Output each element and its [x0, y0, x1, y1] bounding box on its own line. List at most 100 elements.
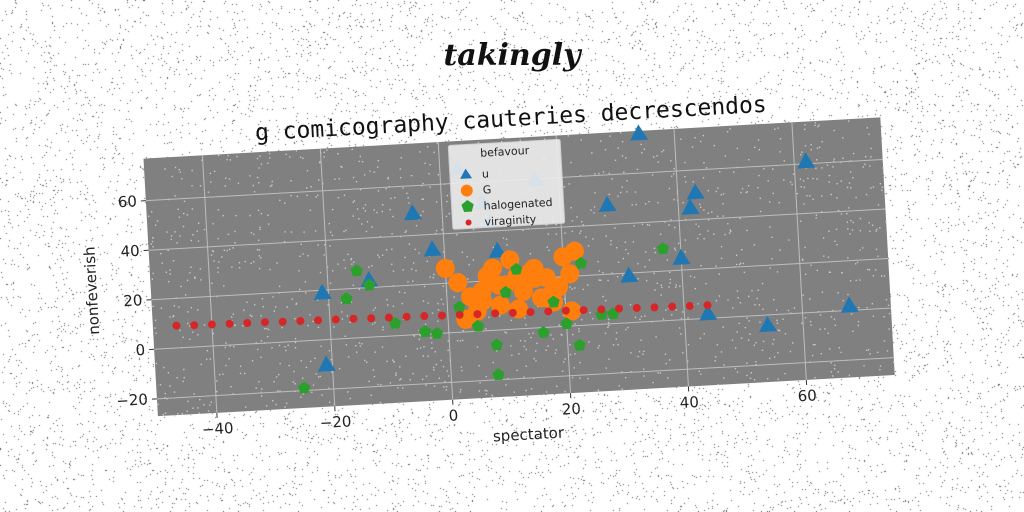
- point-circle: [543, 282, 563, 302]
- point-circle-small: [438, 311, 447, 320]
- point-triangle: [598, 195, 617, 212]
- point-triangle: [423, 240, 442, 257]
- point-circle: [483, 258, 503, 278]
- x-tick-label: 60: [797, 386, 817, 405]
- legend-entry: u: [460, 167, 490, 181]
- point-circle-small: [455, 310, 464, 319]
- x-grid-line: [319, 148, 336, 407]
- point-circle-small: [402, 312, 411, 321]
- x-axis-label: spectator: [492, 423, 565, 445]
- point-circle-small: [172, 321, 181, 330]
- point-circle-small: [615, 304, 624, 313]
- y-tick-label: 60: [117, 192, 137, 211]
- point-triangle: [797, 152, 816, 169]
- legend-entry: viraginity: [465, 213, 537, 229]
- point-circle: [448, 273, 468, 293]
- point-circle-small: [685, 301, 694, 310]
- point-circle-small: [367, 314, 376, 323]
- legend-box: [447, 138, 566, 230]
- point-triangle: [317, 355, 336, 372]
- point-pentagon: [656, 242, 670, 255]
- point-pentagon: [418, 325, 432, 338]
- point-pentagon: [510, 262, 523, 275]
- point-circle-small: [668, 302, 677, 311]
- point-pentagon: [499, 285, 512, 298]
- legend-entry: halogenated: [461, 196, 553, 213]
- y-axis-label: nonfeverish: [80, 246, 103, 335]
- point-pentagon: [471, 319, 485, 332]
- point-circle-small: [473, 310, 482, 319]
- point-pentagon: [560, 317, 573, 330]
- point-circle-small: [331, 315, 340, 324]
- point-pentagon: [490, 338, 503, 351]
- point-circle-small: [349, 314, 358, 323]
- point-triangle: [313, 283, 332, 300]
- series-2: [297, 242, 670, 394]
- y-tick-label: 40: [120, 242, 140, 261]
- x-tick-label: −20: [319, 412, 352, 432]
- point-circle-small: [597, 305, 606, 314]
- legend-marker: [465, 219, 472, 226]
- x-grid-line: [201, 155, 218, 413]
- point-pentagon: [297, 381, 311, 394]
- series-3: [172, 301, 712, 330]
- point-circle: [473, 291, 493, 311]
- point-triangle: [699, 304, 718, 321]
- legend-marker: [460, 184, 473, 197]
- point-circle-small: [544, 307, 553, 316]
- point-pentagon: [340, 292, 353, 305]
- point-circle: [513, 281, 533, 301]
- legend-label: viraginity: [484, 213, 537, 229]
- point-circle: [564, 241, 584, 261]
- x-tick-label: 0: [448, 406, 459, 425]
- point-triangle: [681, 198, 700, 215]
- legend-label: halogenated: [483, 196, 553, 213]
- point-pentagon: [363, 278, 376, 291]
- point-pentagon: [492, 368, 505, 381]
- legend-marker: [460, 168, 473, 179]
- legend-entry: G: [460, 183, 492, 197]
- legend-label: G: [482, 183, 491, 196]
- point-triangle: [630, 124, 649, 141]
- y-grid-line: [156, 357, 894, 400]
- point-triangle: [488, 241, 507, 258]
- point-pentagon: [430, 326, 444, 339]
- point-circle-small: [278, 317, 287, 326]
- x-tick-label: −40: [201, 419, 234, 439]
- point-triangle: [840, 296, 859, 313]
- point-triangle: [404, 204, 422, 221]
- point-circle-small: [579, 306, 588, 315]
- point-triangle: [759, 315, 778, 333]
- point-circle-small: [384, 313, 393, 322]
- point-triangle: [686, 183, 705, 200]
- point-circle-small: [650, 303, 659, 312]
- axis-ticks: −40 −20 0 20 40 60 −20 0 20 40 60: [116, 192, 817, 439]
- point-circle-small: [260, 318, 269, 327]
- point-circle-small: [225, 319, 234, 328]
- point-circle: [562, 301, 582, 321]
- legend-title: befavour: [480, 144, 530, 160]
- y-grid-line: [154, 307, 892, 350]
- point-pentagon: [452, 300, 466, 313]
- point-circle-small: [243, 318, 252, 327]
- point-circle: [525, 268, 545, 288]
- point-circle-small: [296, 316, 305, 325]
- point-circle-small: [420, 312, 429, 321]
- y-tick-label: 0: [135, 341, 146, 360]
- point-circle: [560, 264, 580, 284]
- point-triangle: [672, 248, 691, 265]
- point-circle-small: [207, 320, 216, 329]
- point-circle-small: [190, 321, 199, 330]
- point-pentagon: [350, 264, 363, 277]
- y-tick-label: −20: [116, 390, 149, 410]
- legend-marker: [461, 200, 474, 213]
- series-1: [435, 241, 584, 329]
- point-pentagon: [547, 295, 560, 308]
- legend-label: u: [482, 167, 490, 180]
- figure-suptitle: takingly: [443, 38, 581, 73]
- point-circle-small: [314, 316, 323, 325]
- y-tick-label: 20: [123, 291, 143, 310]
